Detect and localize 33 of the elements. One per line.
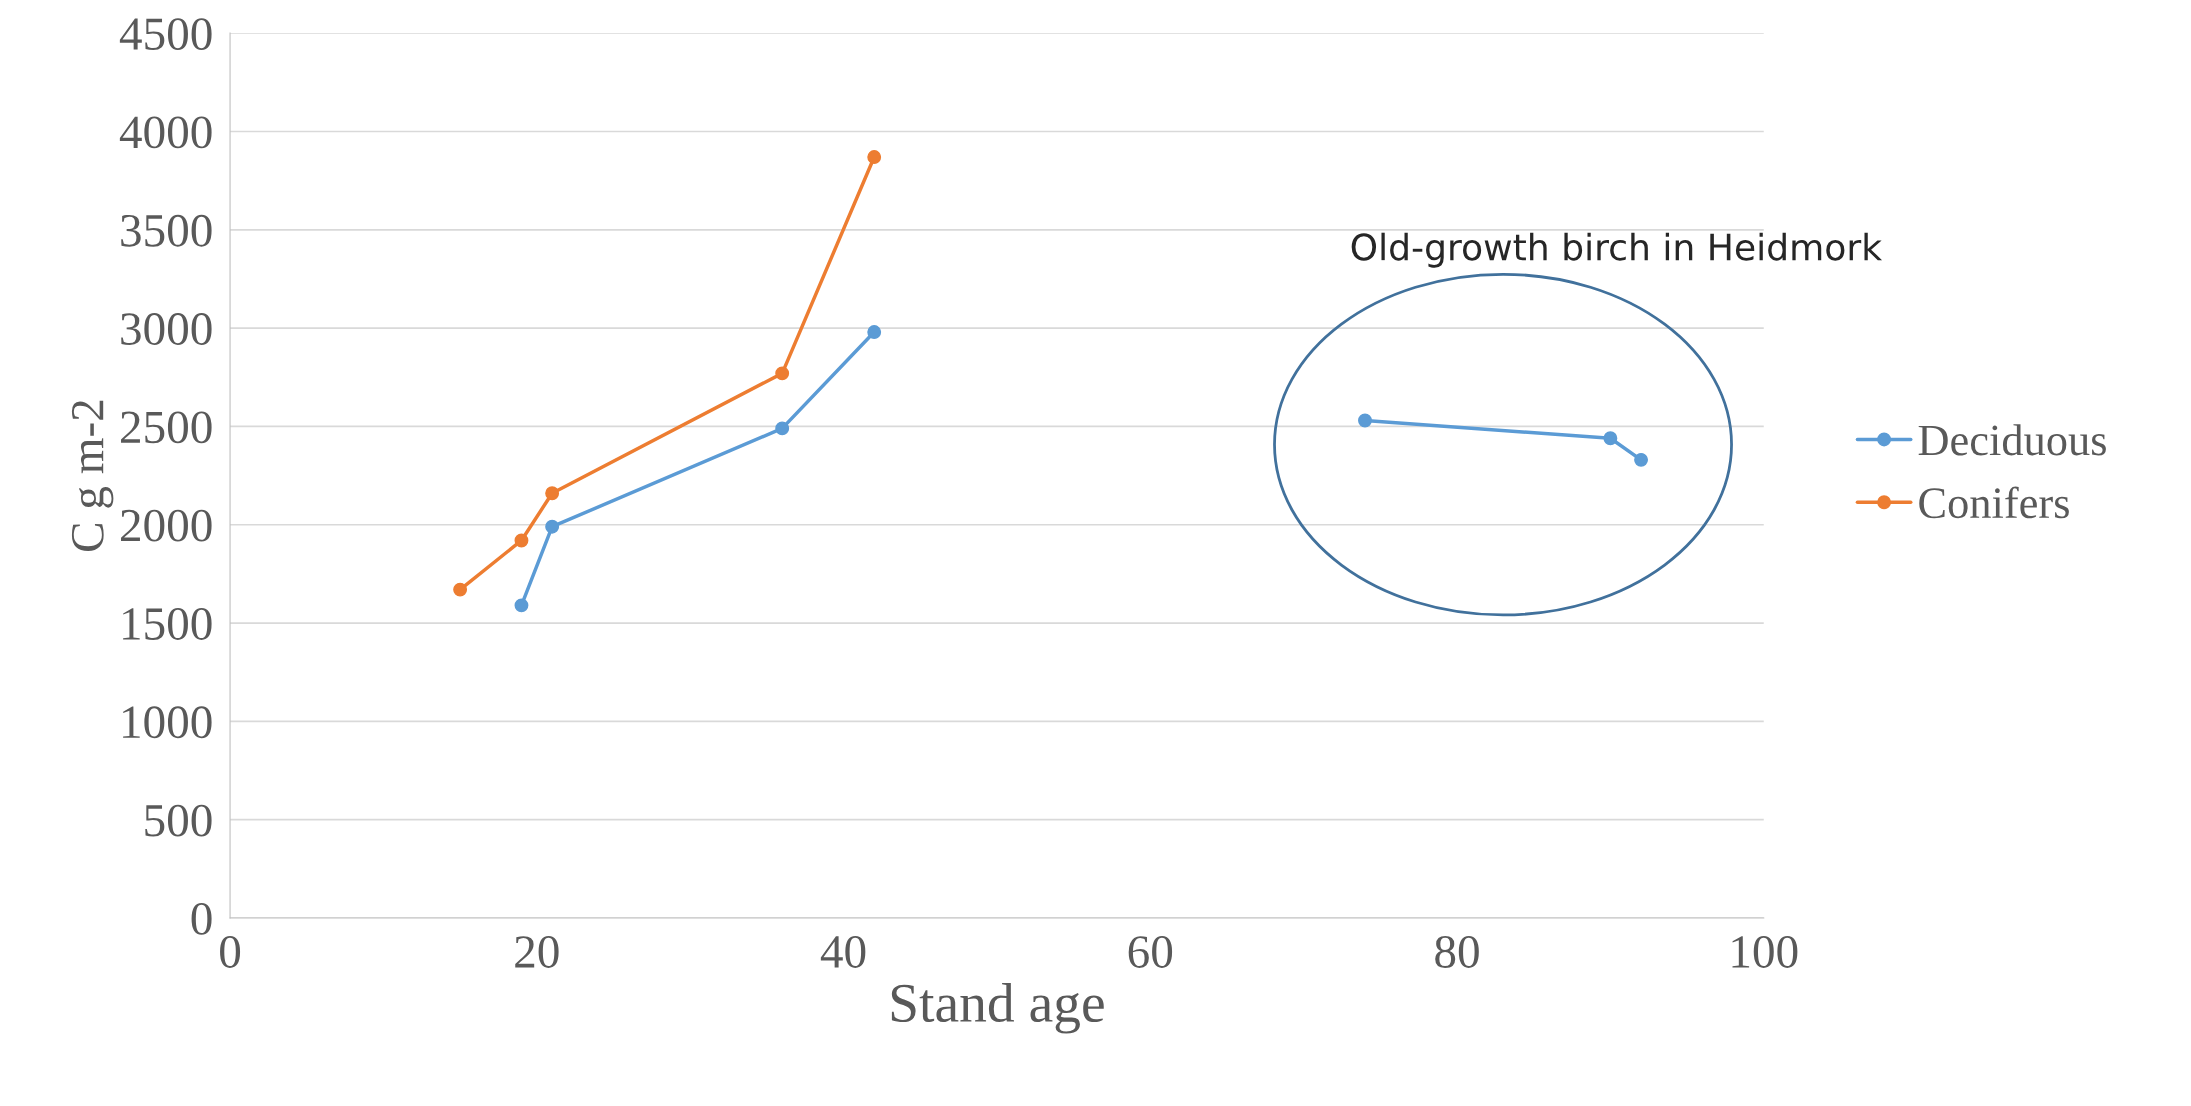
point [775,366,790,381]
point [867,325,882,339]
point [453,582,468,597]
y-tick-label: 2000 [121,509,212,542]
legend-label: Deciduous [1918,424,2106,456]
y-tick-label: 3500 [121,214,212,247]
y-tick-label: 4500 [119,18,212,51]
x-tick-label: 80 [1435,936,1479,968]
x-tick-label: 20 [515,936,559,968]
y-tick-label: 0 [191,902,212,935]
y-tick-label: 500 [145,804,212,837]
y-axis-title: C g m-2 [71,400,114,552]
point [775,421,790,436]
y-tick-label: 1500 [123,608,212,640]
point [545,519,560,534]
point [1358,413,1372,428]
point [514,533,529,548]
point [1603,431,1618,446]
x-tick-label: 100 [1732,936,1798,968]
point [514,598,529,613]
annotation: Old-growth birch in Heidmork [1351,232,1883,268]
x-axis-title: Stand age [891,983,1104,1034]
point [545,486,560,501]
y-tick-label: 4000 [119,116,212,149]
point [867,150,882,164]
y-tick-label: 2500 [121,411,212,444]
x-tick-label: 0 [220,936,241,968]
point [1634,452,1649,467]
x-tick-label: 40 [820,936,866,968]
y-tick-label: 3000 [121,313,212,345]
x-tick-label: 60 [1128,936,1173,968]
legend-label: Conifers [1919,486,2069,519]
y-tick-label: 1000 [123,706,212,739]
